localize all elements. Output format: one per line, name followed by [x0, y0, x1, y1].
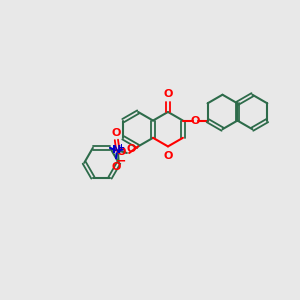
- Text: O: O: [112, 128, 121, 138]
- Text: N: N: [112, 145, 121, 155]
- Text: −: −: [116, 155, 127, 168]
- Text: O: O: [127, 144, 136, 154]
- Text: +: +: [117, 143, 124, 152]
- Text: O: O: [191, 116, 200, 126]
- Text: O: O: [117, 147, 126, 158]
- Text: O: O: [163, 151, 173, 160]
- Text: O: O: [111, 162, 121, 172]
- Text: O: O: [163, 89, 173, 100]
